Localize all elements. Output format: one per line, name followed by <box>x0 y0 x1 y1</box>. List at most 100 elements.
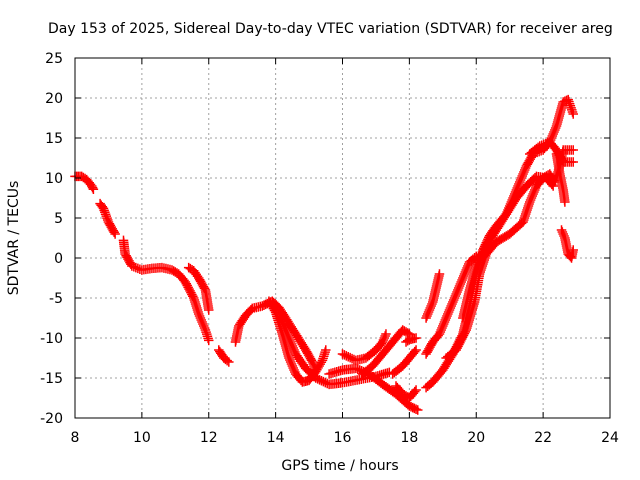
data-point <box>269 305 280 316</box>
y-tick-label: 20 <box>45 91 63 107</box>
data-point <box>476 252 486 262</box>
data-point <box>453 341 463 352</box>
x-tick-label: 10 <box>133 430 151 446</box>
data-point <box>347 353 357 364</box>
data-point <box>568 109 578 119</box>
data-point <box>475 253 485 264</box>
data-point <box>195 276 206 287</box>
y-tick-label: 25 <box>45 51 63 67</box>
data-point <box>568 245 578 255</box>
data-point <box>568 157 578 167</box>
data-point <box>452 343 462 353</box>
series-arc19 <box>458 171 558 323</box>
series-arc2 <box>95 198 120 239</box>
data-point <box>193 273 204 283</box>
y-tick-label: -10 <box>40 331 63 347</box>
data-point <box>204 305 214 315</box>
data-point <box>104 218 115 229</box>
x-tick-label: 18 <box>400 430 418 446</box>
y-tick-label: 5 <box>54 211 63 227</box>
data-point <box>182 280 192 291</box>
data-point <box>180 277 191 287</box>
data-point <box>302 348 313 359</box>
data-point <box>196 278 207 288</box>
data-point <box>459 328 470 339</box>
data-point <box>422 347 432 358</box>
data-point <box>120 249 130 259</box>
data-point <box>411 333 421 343</box>
data-point <box>316 357 327 368</box>
data-point <box>424 344 434 354</box>
series-arc4 <box>183 262 214 315</box>
data-point <box>523 157 534 168</box>
data-point <box>303 350 314 360</box>
chart-title: Day 153 of 2025, Sidereal Day-to-day VTE… <box>48 21 613 37</box>
data-point <box>402 328 413 338</box>
y-tick-label: -20 <box>40 411 63 427</box>
data-point <box>301 346 312 357</box>
data-point <box>353 364 363 374</box>
data-point <box>337 349 348 359</box>
data-point <box>473 257 483 268</box>
series-arc10 <box>337 329 391 366</box>
series-arc8 <box>274 309 395 390</box>
data-point <box>343 351 353 362</box>
data-point <box>455 337 465 348</box>
data-point <box>124 256 134 266</box>
data-point <box>409 386 420 397</box>
data-marks <box>70 94 578 415</box>
series-arc21 <box>551 149 570 207</box>
data-point <box>425 342 435 352</box>
x-tick-label: 8 <box>71 430 80 446</box>
data-point <box>460 327 471 337</box>
data-point <box>421 349 431 359</box>
y-axis-label: SDTVAR / TECUs <box>6 181 22 296</box>
data-point <box>316 375 327 386</box>
series-arc15 <box>421 269 445 323</box>
data-point <box>300 345 311 355</box>
data-point <box>560 197 570 207</box>
data-point <box>472 259 482 269</box>
data-point <box>456 334 467 344</box>
series-arc9 <box>324 363 423 415</box>
data-point <box>423 345 433 356</box>
data-point <box>88 184 99 194</box>
data-point <box>312 374 323 384</box>
data-point <box>194 274 205 285</box>
y-tick-labels: 25 20 15 10 5 0 -5 -10 -15 -20 <box>40 51 63 427</box>
data-point <box>181 279 192 289</box>
axis-ticks <box>74 57 611 419</box>
data-point <box>222 355 232 366</box>
series-arc13 <box>391 381 421 403</box>
data-point <box>121 250 131 261</box>
data-point <box>305 353 316 364</box>
data-point <box>123 254 133 264</box>
series-arc14 <box>401 333 421 347</box>
data-point <box>547 179 557 190</box>
data-point <box>197 280 208 290</box>
x-axis-label: GPS time / hours <box>281 458 398 474</box>
y-tick-label: -15 <box>40 371 63 387</box>
y-tick-label: 15 <box>45 131 63 147</box>
data-point <box>522 159 533 170</box>
series-arc16 <box>421 251 481 359</box>
data-point <box>351 363 361 374</box>
data-point <box>122 252 132 263</box>
data-point <box>455 336 466 346</box>
y-tick-label: -5 <box>49 291 63 307</box>
data-point <box>454 339 464 350</box>
data-point <box>106 222 117 232</box>
data-point <box>474 255 484 266</box>
data-point <box>110 229 120 239</box>
data-point <box>434 269 445 279</box>
data-point <box>321 345 331 355</box>
data-point <box>204 335 214 346</box>
data-point <box>103 217 114 227</box>
y-tick-label: 10 <box>45 171 63 187</box>
series-arc22 <box>556 225 578 263</box>
data-point <box>426 340 436 351</box>
data-point <box>381 329 391 339</box>
x-tick-label: 16 <box>334 430 352 446</box>
series-arc12 <box>387 345 421 379</box>
series-arc3 <box>118 235 214 346</box>
